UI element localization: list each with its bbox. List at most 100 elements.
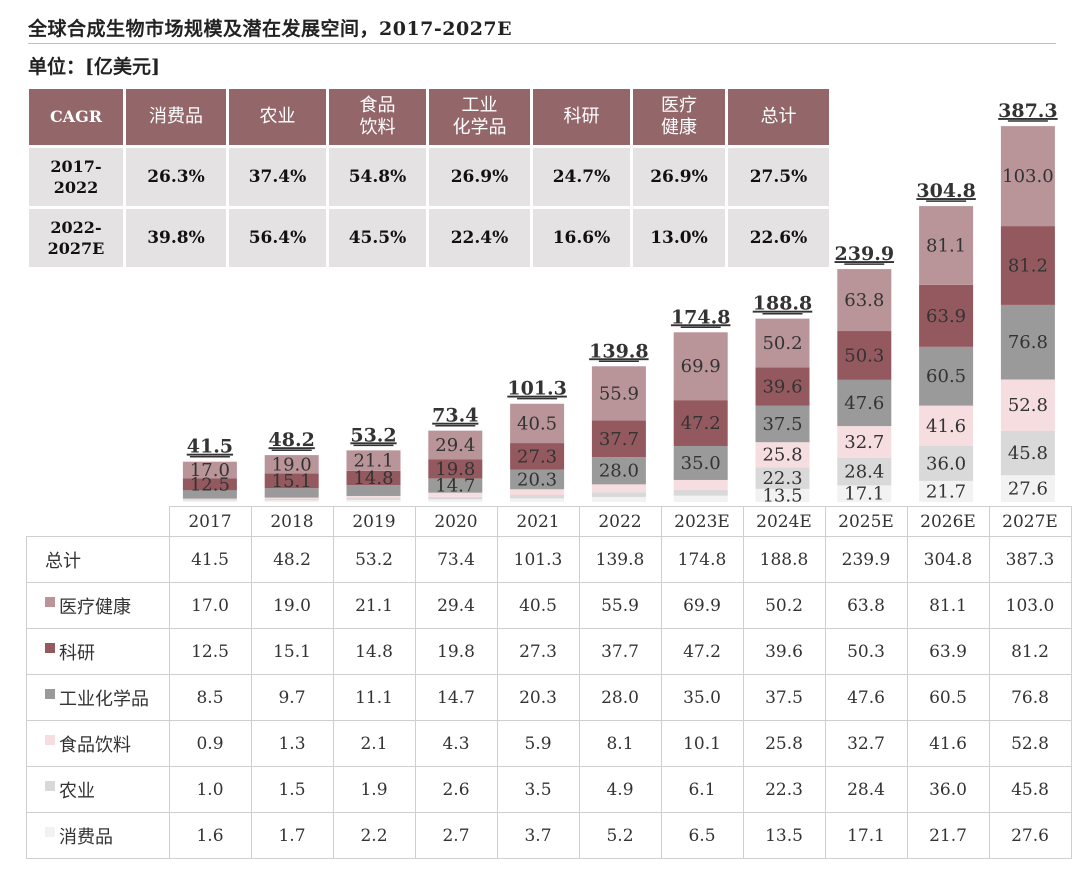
table-cell: 63.9 <box>906 628 990 675</box>
table-cell: 6.5 <box>660 812 744 859</box>
legend-swatch <box>45 826 55 837</box>
data-label: 17.0 <box>190 460 230 481</box>
total-label: 48.2 <box>269 429 315 451</box>
table-cell: 27.3 <box>496 628 580 675</box>
bar-segment <box>264 455 319 474</box>
data-label: 21.7 <box>926 481 966 502</box>
data-label: 32.7 <box>844 432 884 453</box>
row-label: 工业化学品 <box>26 674 170 721</box>
bar-segment <box>591 420 646 458</box>
bar-segment <box>837 269 892 332</box>
data-label: 17.1 <box>844 484 884 505</box>
data-label: 14.7 <box>435 476 475 497</box>
bar-segment <box>428 459 483 479</box>
cagr-header-row: CAGR 消费品 农业 食品 饮料 工业 化学品 科研 医疗 健康 总计 <box>29 89 829 145</box>
total-row: 总计 41.5 48.2 53.2 73.4 101.3 139.8 174.8 188.8 23… <box>26 536 1072 583</box>
cagr-value: 26.9% <box>633 148 725 206</box>
chart-title: 全球合成生物市场规模及潜在发展空间，2017-2027E <box>28 18 513 40</box>
bar-segment <box>591 496 646 502</box>
bar-segment <box>264 473 319 489</box>
table-cell: 139.8 <box>578 536 662 583</box>
table-cell: 21.1 <box>332 582 416 629</box>
data-label: 13.5 <box>762 485 802 506</box>
cagr-value: 16.6% <box>533 209 630 267</box>
total-label: 387.3 <box>998 100 1058 122</box>
bar-segment <box>591 484 646 493</box>
year-header: 2020 <box>414 506 498 537</box>
table-cell: 76.8 <box>988 674 1072 721</box>
table-cell: 3.7 <box>496 812 580 859</box>
bar-segment <box>182 500 237 502</box>
data-label: 29.4 <box>435 435 475 456</box>
cagr-table: CAGR 消费品 农业 食品 饮料 工业 化学品 科研 医疗 健康 总计 2017- 2022 26.3… <box>26 86 832 270</box>
total-label: 139.8 <box>589 340 649 362</box>
cagr-header-5: 科研 <box>533 89 630 145</box>
bar-segment <box>428 492 483 497</box>
bar-segment <box>919 206 974 285</box>
table-cell: 32.7 <box>824 720 908 767</box>
bar-segment <box>837 379 892 427</box>
bar-segment <box>919 405 974 446</box>
table-cell: 37.5 <box>742 674 826 721</box>
cagr-value: 26.3% <box>126 148 226 206</box>
table-cell: 103.0 <box>988 582 1072 629</box>
table-cell: 50.3 <box>824 628 908 675</box>
table-cell: 41.5 <box>168 536 252 583</box>
table-cell: 27.6 <box>988 812 1072 859</box>
table-cell: 1.6 <box>168 812 252 859</box>
legend-swatch <box>45 688 55 699</box>
table-cell: 63.8 <box>824 582 908 629</box>
data-label: 35.0 <box>681 453 721 474</box>
data-label: 15.1 <box>272 471 312 492</box>
data-label: 103.0 <box>1002 166 1054 187</box>
total-label: 239.9 <box>835 243 895 265</box>
bar-segment <box>510 443 565 470</box>
data-label: 63.8 <box>844 290 884 311</box>
total-label: 73.4 <box>432 405 478 427</box>
table-cell: 47.2 <box>660 628 744 675</box>
bar-segment <box>673 445 728 480</box>
bar-segment <box>510 489 565 496</box>
table-cell: 10.1 <box>660 720 744 767</box>
cagr-row: 2017- 2022 26.3% 37.4% 54.8% 26.9% 24.7% 26.9% 2… <box>29 148 829 206</box>
bar-segment <box>264 498 319 501</box>
table-cell: 55.9 <box>578 582 662 629</box>
total-label: 101.3 <box>507 378 567 400</box>
data-table-header-row: 2017 2018 2019 2020 2021 2022 2023E 2024E 2025E 2… <box>26 506 1072 537</box>
series-row: 农业 1.0 1.5 1.9 2.6 3.5 4.9 6.1 22.3 28.4 36.0 45.8 <box>26 766 1072 813</box>
table-cell: 73.4 <box>414 536 498 583</box>
unit-label: 单位：[亿美元] <box>28 56 160 78</box>
data-label: 21.1 <box>353 451 393 472</box>
bar-segment <box>919 346 974 406</box>
row-label: 农业 <box>26 766 170 813</box>
data-table: 2017 2018 2019 2020 2021 2022 2023E 2024E 2025E 2… <box>26 506 1072 859</box>
bar-segment <box>673 479 728 490</box>
bar-segment <box>428 499 483 502</box>
row-label: 医疗健康 <box>26 582 170 629</box>
table-cell: 15.1 <box>250 628 334 675</box>
table-cell: 19.0 <box>250 582 334 629</box>
table-cell: 304.8 <box>906 536 990 583</box>
table-cell: 22.3 <box>742 766 826 813</box>
table-cell: 19.8 <box>414 628 498 675</box>
table-cell: 37.7 <box>578 628 662 675</box>
total-label: 41.5 <box>187 436 233 458</box>
bar-segment <box>1000 379 1055 431</box>
series-row: 科研 12.5 15.1 14.8 19.8 27.3 37.7 47.2 39.6 50.3 63… <box>26 628 1072 675</box>
table-cell: 1.9 <box>332 766 416 813</box>
data-label: 37.7 <box>599 429 639 450</box>
table-cell: 45.8 <box>988 766 1072 813</box>
bar-segment <box>346 498 401 500</box>
bar-segment <box>919 445 974 481</box>
table-cell: 6.1 <box>660 766 744 813</box>
row-label: 食品饮料 <box>26 720 170 767</box>
year-header: 2017 <box>168 506 252 537</box>
series-row: 消费品 1.6 1.7 2.2 2.7 3.7 5.2 6.5 13.5 17.1 21.7 27.6 <box>26 812 1072 859</box>
year-header: 2025E <box>824 506 908 537</box>
data-label: 45.8 <box>1008 443 1048 464</box>
table-cell: 47.6 <box>824 674 908 721</box>
data-label: 19.8 <box>435 459 475 480</box>
data-label: 19.0 <box>272 454 312 475</box>
table-cell: 11.1 <box>332 674 416 721</box>
table-cell: 188.8 <box>742 536 826 583</box>
